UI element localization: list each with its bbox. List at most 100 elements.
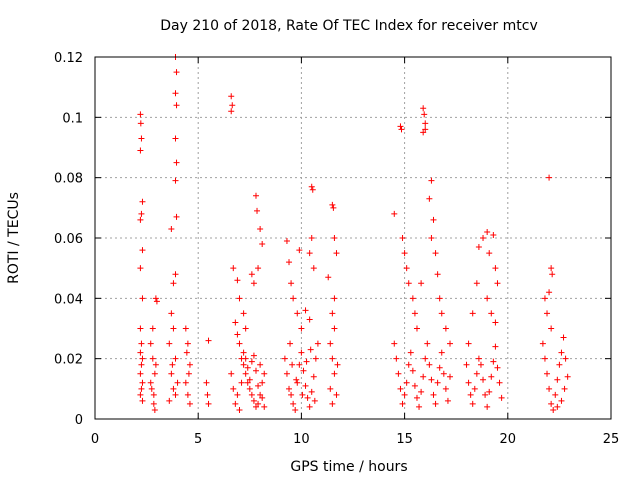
data-point [138, 361, 145, 368]
data-point [420, 105, 427, 112]
data-point [185, 370, 192, 377]
data-point [137, 111, 144, 118]
data-point [137, 370, 144, 377]
data-point [403, 265, 410, 272]
data-point [307, 346, 314, 353]
x-tick-label: 5 [194, 432, 202, 447]
data-point [327, 340, 334, 347]
data-point [492, 265, 499, 272]
data-point [259, 241, 266, 248]
data-point [486, 388, 493, 395]
data-point [308, 388, 315, 395]
data-point [168, 370, 175, 377]
data-point [311, 397, 318, 404]
data-point [137, 147, 144, 154]
data-point [413, 394, 420, 401]
data-point [473, 370, 480, 377]
data-point [182, 379, 189, 386]
data-point [401, 391, 408, 398]
data-point [151, 370, 158, 377]
data-point [482, 391, 489, 398]
data-point [333, 250, 340, 257]
x-tick-labels: 0 5 10 15 20 25 [91, 432, 619, 447]
data-point [432, 400, 439, 407]
data-point [288, 391, 295, 398]
data-point [240, 310, 247, 317]
data-point [250, 397, 257, 404]
data-point [411, 382, 418, 389]
data-point [151, 406, 158, 413]
data-point [329, 355, 336, 362]
data-point [564, 373, 571, 380]
data-point [172, 135, 179, 142]
data-point [334, 361, 341, 368]
data-point [403, 379, 410, 386]
data-point [434, 379, 441, 386]
data-point [556, 361, 563, 368]
data-point [234, 391, 241, 398]
data-point [490, 231, 497, 238]
data-point [173, 69, 180, 76]
y-tick-label: 0 [75, 413, 83, 428]
data-point [170, 325, 177, 332]
data-point [554, 403, 561, 410]
data-point [548, 265, 555, 272]
x-tick-label: 20 [500, 432, 517, 447]
data-point [329, 201, 336, 208]
data-point [310, 373, 317, 380]
data-point [172, 355, 179, 362]
data-point [137, 265, 144, 272]
data-point [302, 307, 309, 314]
data-point [465, 340, 472, 347]
data-point [298, 325, 305, 332]
data-point [329, 310, 336, 317]
data-point [490, 358, 497, 365]
data-point [426, 195, 433, 202]
data-point [139, 295, 146, 302]
data-point [248, 391, 255, 398]
data-point [139, 379, 146, 386]
data-point [554, 376, 561, 383]
data-point [475, 355, 482, 362]
data-point [173, 159, 180, 166]
y-tick-label: 0.06 [54, 232, 83, 247]
data-point [298, 349, 305, 356]
data-point [399, 400, 406, 407]
data-point [287, 340, 294, 347]
data-point [428, 177, 435, 184]
data-point [302, 382, 309, 389]
data-point [257, 391, 264, 398]
data-point [303, 358, 310, 365]
data-point [236, 295, 243, 302]
data-point [480, 235, 487, 241]
axis-ticks [94, 56, 612, 420]
data-point [286, 259, 293, 266]
data-point [308, 183, 315, 190]
data-point [397, 385, 404, 392]
data-point [409, 295, 416, 302]
data-point [331, 295, 338, 302]
data-point [308, 235, 315, 241]
data-point [399, 235, 406, 241]
data-point [138, 135, 145, 142]
data-point [242, 325, 249, 332]
data-point [170, 280, 177, 287]
data-point [463, 361, 470, 368]
data-point [283, 238, 290, 245]
data-point [186, 361, 193, 368]
data-point [170, 385, 177, 392]
data-point [147, 379, 154, 386]
data-point [153, 298, 160, 305]
data-point [172, 90, 179, 97]
data-point [498, 394, 505, 401]
data-point [405, 361, 412, 368]
data-point [546, 289, 553, 296]
x-axis-label: GPS time / hours [290, 459, 407, 475]
data-point [248, 271, 255, 278]
data-point [418, 388, 425, 395]
data-point [254, 207, 261, 214]
data-point [205, 400, 212, 407]
data-point [477, 361, 484, 368]
data-point [183, 349, 190, 356]
data-point [422, 120, 429, 127]
